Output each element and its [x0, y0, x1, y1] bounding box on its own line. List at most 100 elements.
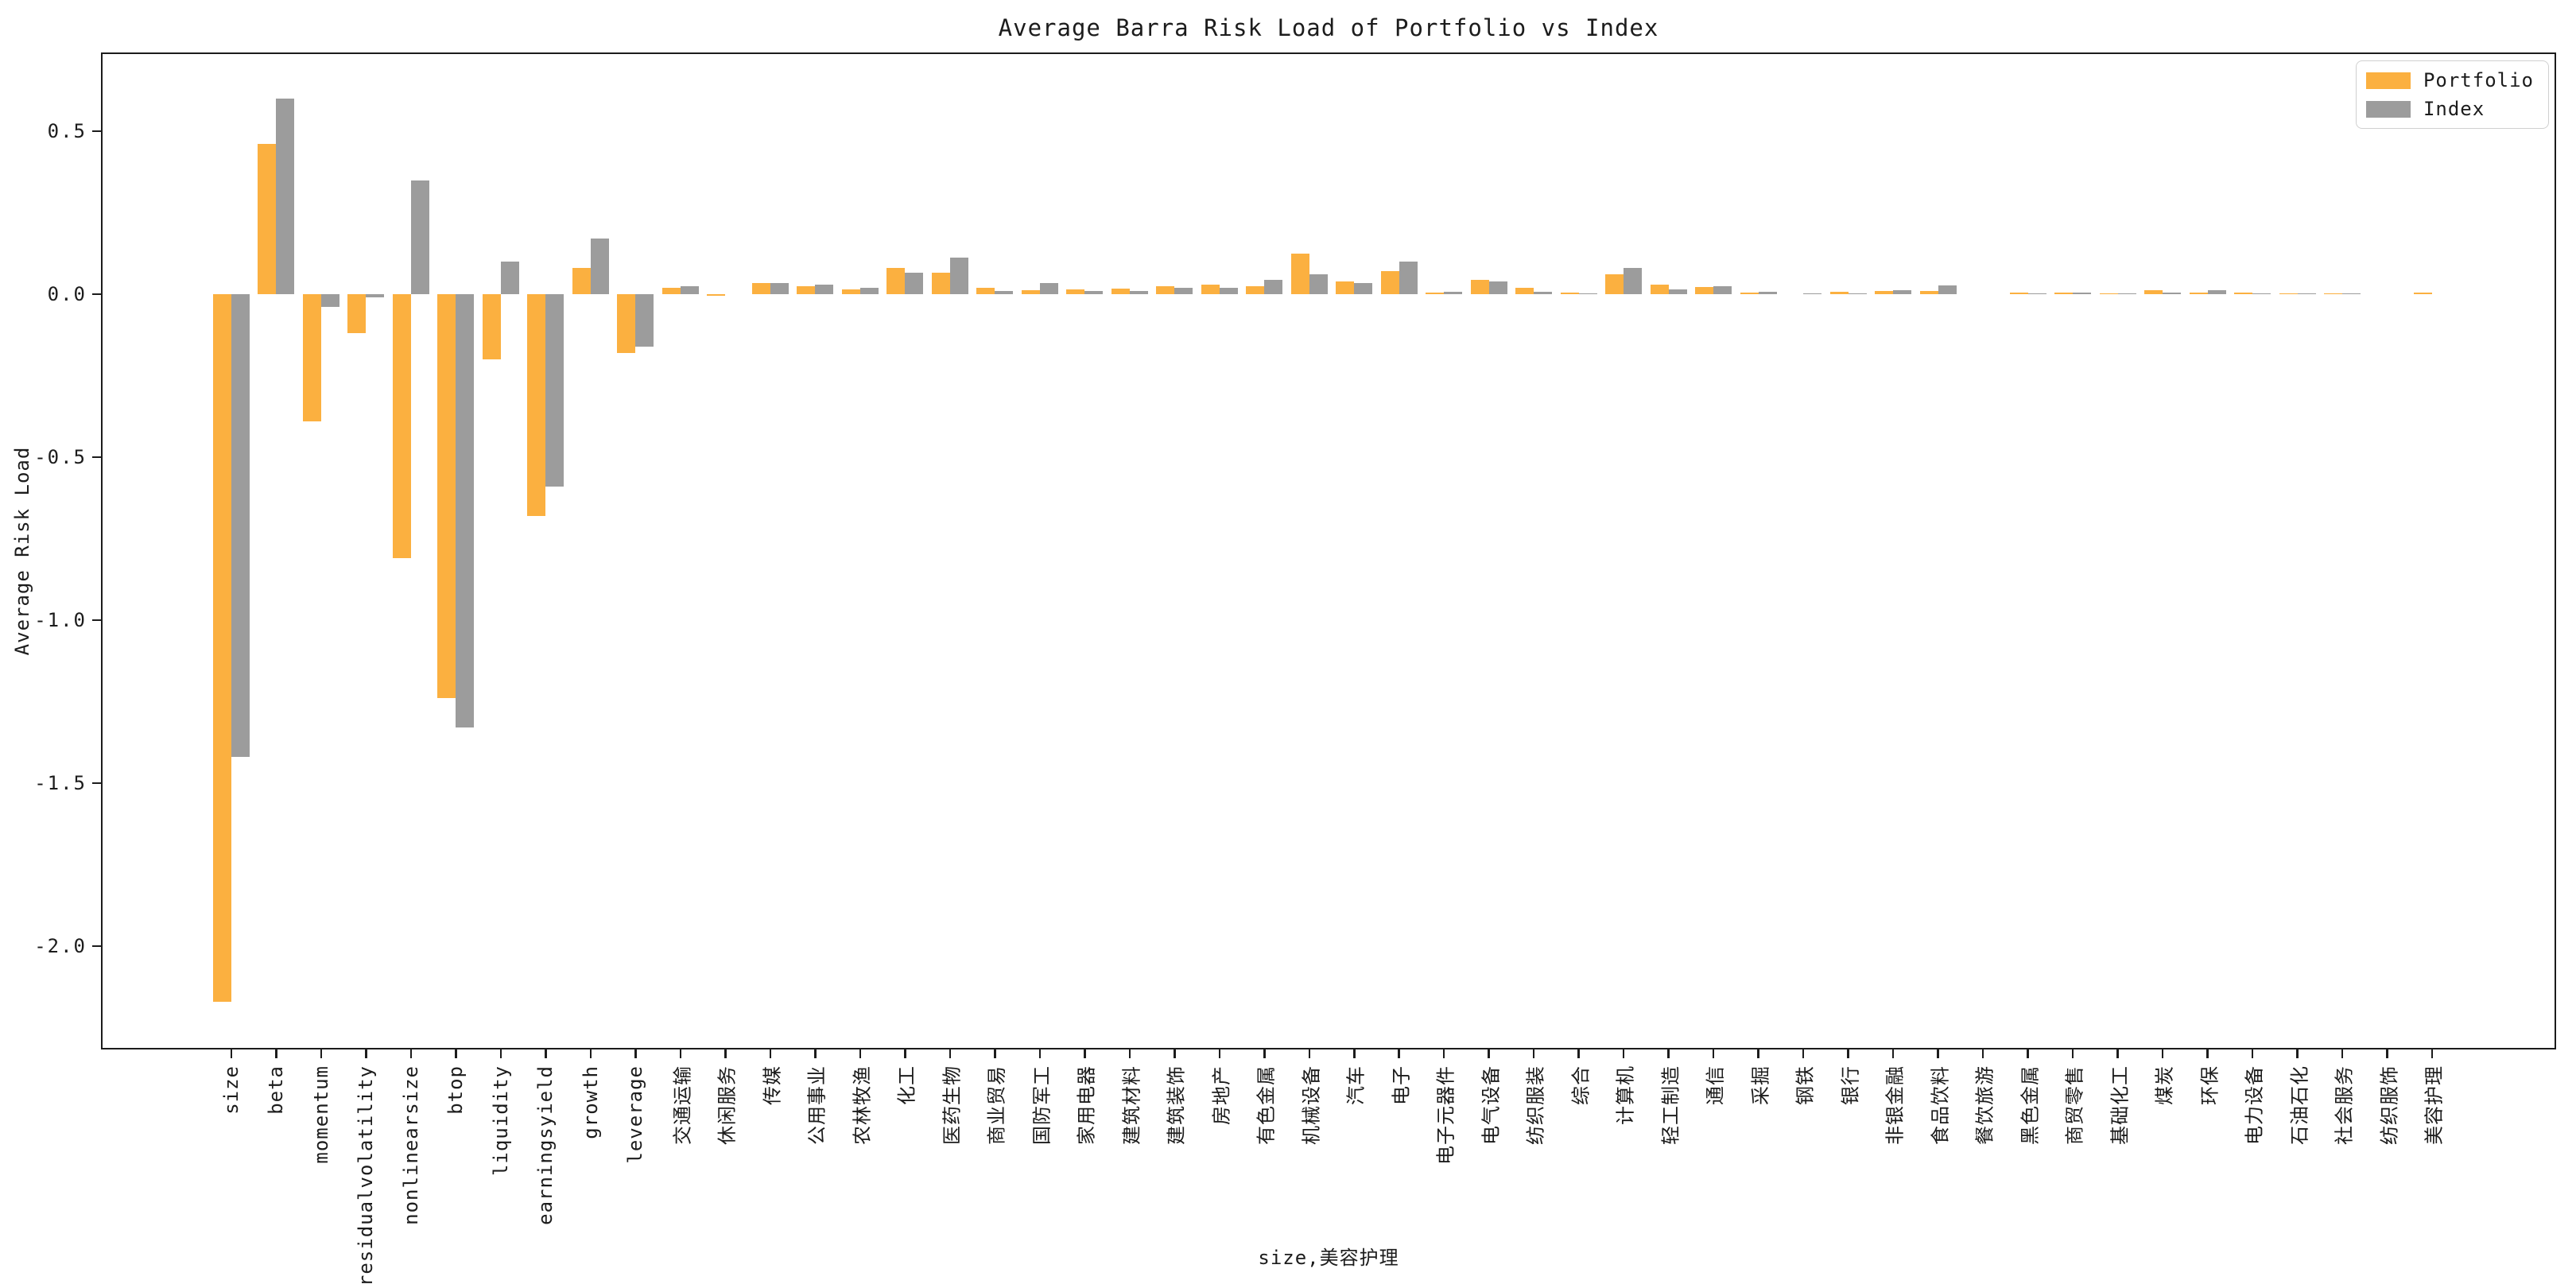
- x-tick-label: beta: [265, 1065, 288, 1115]
- bar-portfolio-环保: [2189, 292, 2208, 294]
- bar-portfolio-农林牧渔: [841, 289, 860, 294]
- x-tick-mark: [994, 1048, 996, 1058]
- x-tick-label: 餐饮旅游: [1973, 1065, 1996, 1145]
- x-tick-label: 黑色金属: [2019, 1065, 2042, 1145]
- bar-portfolio-beta: [258, 144, 277, 294]
- x-tick-mark: [814, 1048, 817, 1058]
- x-tick-mark: [1398, 1048, 1400, 1058]
- bar-index-煤炭: [2163, 292, 2182, 294]
- bar-portfolio-石油石化: [2279, 293, 2298, 294]
- x-tick-label: 电力设备: [2243, 1065, 2266, 1145]
- bar-index-石油石化: [2297, 293, 2316, 294]
- x-tick-mark: [409, 1048, 413, 1058]
- bar-portfolio-综合: [1560, 292, 1579, 294]
- x-tick-mark: [1667, 1048, 1670, 1058]
- x-tick-label: 煤炭: [2153, 1065, 2176, 1105]
- x-tick-mark: [1353, 1048, 1356, 1058]
- legend: Portfolio Index: [2355, 60, 2549, 129]
- x-tick-label: liquidity: [489, 1065, 512, 1177]
- bar-portfolio-nonlinearsize: [392, 294, 411, 559]
- x-tick-label: 房地产: [1210, 1065, 1233, 1125]
- bar-portfolio-黑色金属: [2009, 292, 2028, 294]
- bar-index-growth: [590, 239, 609, 294]
- bar-index-轻工制造: [1668, 289, 1687, 294]
- bar-portfolio-momentum: [302, 294, 321, 421]
- x-tick-label: momentum: [309, 1065, 332, 1164]
- bar-index-建筑材料: [1129, 290, 1148, 294]
- x-tick-label: leverage: [624, 1065, 647, 1164]
- x-tick-label: 医药生物: [941, 1065, 964, 1145]
- bar-portfolio-汽车: [1336, 281, 1355, 294]
- x-tick-label: 传媒: [761, 1065, 784, 1105]
- x-tick-mark: [1218, 1048, 1221, 1058]
- x-tick-label: 环保: [2198, 1065, 2221, 1105]
- x-tick-label: 纺织服饰: [2378, 1065, 2401, 1145]
- x-tick-mark: [2431, 1048, 2434, 1058]
- x-tick-label: 电子: [1390, 1065, 1413, 1105]
- y-tick-mark: [92, 456, 103, 459]
- x-tick-label: 通信: [1704, 1065, 1727, 1105]
- x-tick-label: earningsyield: [534, 1065, 557, 1225]
- bar-index-食品饮料: [1938, 285, 1957, 294]
- legend-item-portfolio: Portfolio: [2365, 69, 2534, 91]
- x-tick-mark: [2251, 1048, 2254, 1058]
- x-tick-mark: [2341, 1048, 2344, 1058]
- bar-portfolio-商贸零售: [2054, 292, 2074, 294]
- x-tick-label: 化工: [895, 1065, 918, 1105]
- bar-index-momentum: [320, 294, 339, 308]
- x-tick-label: 美容护理: [2423, 1065, 2446, 1145]
- x-tick-label: 采掘: [1749, 1065, 1772, 1105]
- bar-portfolio-采掘: [1740, 292, 1759, 294]
- x-tick-mark: [1174, 1048, 1176, 1058]
- bar-portfolio-机械设备: [1290, 253, 1309, 294]
- x-tick-label: 轻工制造: [1659, 1065, 1682, 1145]
- bar-portfolio-美容护理: [2414, 293, 2432, 294]
- legend-label-index: Index: [2423, 98, 2485, 120]
- bar-portfolio-通信: [1695, 286, 1714, 294]
- x-tick-mark: [1847, 1048, 1849, 1058]
- bar-portfolio-size: [213, 294, 231, 1002]
- x-tick-label: 纺织服装: [1524, 1065, 1547, 1145]
- bar-portfolio-residualvolatility: [347, 294, 367, 334]
- bar-portfolio-公用事业: [797, 285, 816, 294]
- x-tick-label: 国防军工: [1030, 1065, 1053, 1145]
- x-tick-label: nonlinearsize: [399, 1065, 422, 1225]
- bar-portfolio-商业贸易: [976, 287, 995, 294]
- x-tick-mark: [455, 1048, 457, 1058]
- bar-portfolio-growth: [572, 268, 591, 294]
- bar-index-采掘: [1758, 291, 1777, 294]
- bar-index-leverage: [635, 294, 654, 347]
- x-tick-mark: [275, 1048, 277, 1058]
- legend-item-index: Index: [2365, 98, 2534, 120]
- x-tick-mark: [230, 1048, 233, 1058]
- bar-portfolio-leverage: [617, 294, 636, 353]
- x-tick-label: 有色金属: [1255, 1065, 1278, 1145]
- bar-portfolio-btop: [437, 294, 456, 699]
- bar-index-基础化工: [2117, 293, 2136, 294]
- index-swatch-icon: [2365, 100, 2411, 118]
- y-tick-label: -1.5: [34, 772, 87, 794]
- x-tick-label: 商贸零售: [2063, 1065, 2086, 1145]
- bar-portfolio-银行: [1829, 291, 1849, 294]
- x-tick-mark: [2296, 1048, 2299, 1058]
- bar-index-黑色金属: [2027, 293, 2046, 294]
- bar-index-size: [231, 294, 250, 758]
- x-tick-label: 社会服务: [2333, 1065, 2356, 1145]
- x-tick-mark: [1937, 1048, 1939, 1058]
- x-tick-mark: [949, 1048, 952, 1058]
- portfolio-swatch-icon: [2365, 72, 2411, 89]
- x-tick-mark: [2161, 1048, 2164, 1058]
- bar-portfolio-化工: [886, 268, 906, 294]
- x-tick-label: 交通运输: [671, 1065, 694, 1145]
- bar-portfolio-休闲服务: [707, 294, 726, 297]
- x-tick-mark: [365, 1048, 367, 1058]
- x-tick-mark: [2071, 1048, 2074, 1058]
- x-tick-mark: [499, 1048, 502, 1058]
- x-tick-mark: [1981, 1048, 1984, 1058]
- x-tick-mark: [2116, 1048, 2119, 1058]
- bar-portfolio-电气设备: [1470, 279, 1489, 294]
- bar-portfolio-计算机: [1605, 274, 1624, 294]
- bar-index-纺织服装: [1534, 291, 1553, 294]
- bar-index-有色金属: [1264, 279, 1283, 294]
